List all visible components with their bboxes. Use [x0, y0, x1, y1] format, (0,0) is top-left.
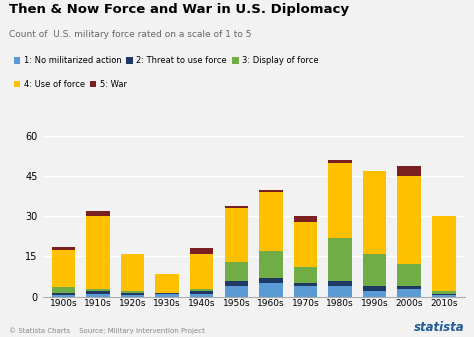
Bar	[432, 295, 456, 297]
Bar	[294, 222, 317, 267]
Bar	[294, 283, 317, 286]
Bar	[259, 192, 283, 251]
Bar	[259, 283, 283, 297]
Bar	[121, 291, 144, 293]
Text: statista: statista	[414, 320, 465, 334]
Bar	[190, 248, 213, 254]
Bar	[363, 171, 386, 254]
Bar	[397, 165, 421, 176]
Bar	[86, 211, 110, 216]
Bar	[52, 250, 75, 287]
Bar	[259, 251, 283, 278]
Bar	[86, 288, 110, 291]
Text: Then & Now Force and War in U.S. Diplomacy: Then & Now Force and War in U.S. Diploma…	[9, 3, 349, 17]
Bar	[328, 280, 352, 286]
Bar	[155, 294, 179, 297]
Bar	[328, 160, 352, 163]
Bar	[397, 286, 421, 288]
Bar	[225, 280, 248, 286]
Bar	[259, 190, 283, 192]
Bar	[190, 294, 213, 297]
Bar	[121, 295, 144, 297]
Bar	[328, 286, 352, 297]
Bar	[363, 291, 386, 297]
Bar	[190, 254, 213, 288]
Bar	[432, 291, 456, 294]
Bar	[225, 286, 248, 297]
Legend: 4: Use of force, 5: War: 4: Use of force, 5: War	[14, 80, 127, 89]
Bar	[397, 288, 421, 297]
Bar	[52, 247, 75, 250]
Bar	[225, 262, 248, 280]
Bar	[432, 216, 456, 291]
Bar	[432, 294, 456, 295]
Bar	[363, 286, 386, 291]
Text: © Statista Charts    Source: Military Intervention Project: © Statista Charts Source: Military Inter…	[9, 327, 205, 334]
Bar	[52, 287, 75, 293]
Bar	[294, 216, 317, 222]
Legend: 1: No militarized action, 2: Threat to use force, 3: Display of force: 1: No militarized action, 2: Threat to u…	[14, 56, 319, 65]
Bar	[259, 278, 283, 283]
Bar	[52, 295, 75, 297]
Bar	[328, 163, 352, 238]
Bar	[225, 208, 248, 262]
Bar	[86, 291, 110, 294]
Bar	[86, 216, 110, 288]
Bar	[155, 274, 179, 293]
Bar	[190, 288, 213, 291]
Bar	[397, 265, 421, 286]
Bar	[225, 206, 248, 208]
Bar	[294, 267, 317, 283]
Bar	[155, 293, 179, 294]
Text: Count of  U.S. military force rated on a scale of 1 to 5: Count of U.S. military force rated on a …	[9, 30, 252, 39]
Bar	[328, 238, 352, 280]
Bar	[86, 294, 110, 297]
Bar	[121, 293, 144, 295]
Bar	[121, 254, 144, 291]
Bar	[52, 293, 75, 295]
Bar	[397, 176, 421, 265]
Bar	[363, 254, 386, 286]
Bar	[190, 291, 213, 294]
Bar	[294, 286, 317, 297]
